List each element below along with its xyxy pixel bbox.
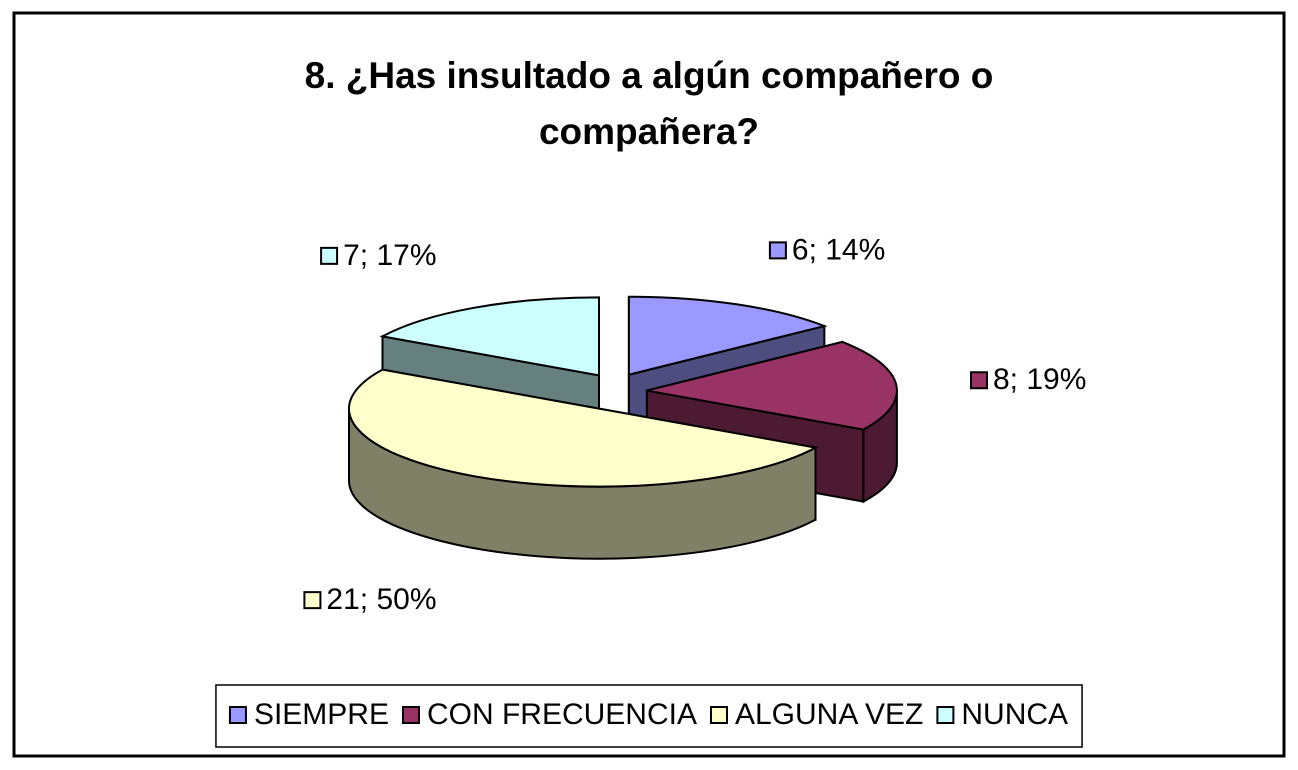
- data-label-key: [970, 371, 989, 390]
- legend-key: [936, 706, 955, 724]
- data-label-key: [768, 241, 787, 260]
- legend: SIEMPRE CON FRECUENCIA ALGUNA VEZ NUNCA: [215, 684, 1083, 748]
- chart-title: 8. ¿Has insultado a algún compañero o co…: [304, 55, 994, 152]
- legend-label: NUNCA: [961, 698, 1068, 731]
- data-label-key: [303, 591, 322, 610]
- pie-slice: [348, 368, 819, 488]
- legend-label: ALGUNA VEZ: [735, 698, 923, 731]
- data-label: 6; 14%: [768, 233, 885, 266]
- data-label-key: [320, 246, 339, 265]
- legend-label: SIEMPRE: [254, 698, 389, 731]
- legend-key: [709, 706, 728, 724]
- data-label: 21; 50%: [303, 583, 437, 616]
- data-label-text: 8; 19%: [993, 363, 1086, 396]
- pie-slice: [627, 295, 828, 376]
- legend-label: CON FRECUENCIA: [427, 698, 697, 731]
- legend-key: [401, 706, 420, 724]
- data-label: 8; 19%: [970, 363, 1086, 396]
- data-label: 7; 17%: [320, 239, 437, 272]
- data-label-text: 7; 17%: [343, 239, 436, 272]
- data-label-text: 6; 14%: [792, 233, 885, 266]
- pie-slice: [646, 340, 898, 431]
- legend-key: [228, 706, 247, 724]
- data-label-text: 21; 50%: [326, 583, 436, 616]
- pie-slice: [379, 296, 600, 377]
